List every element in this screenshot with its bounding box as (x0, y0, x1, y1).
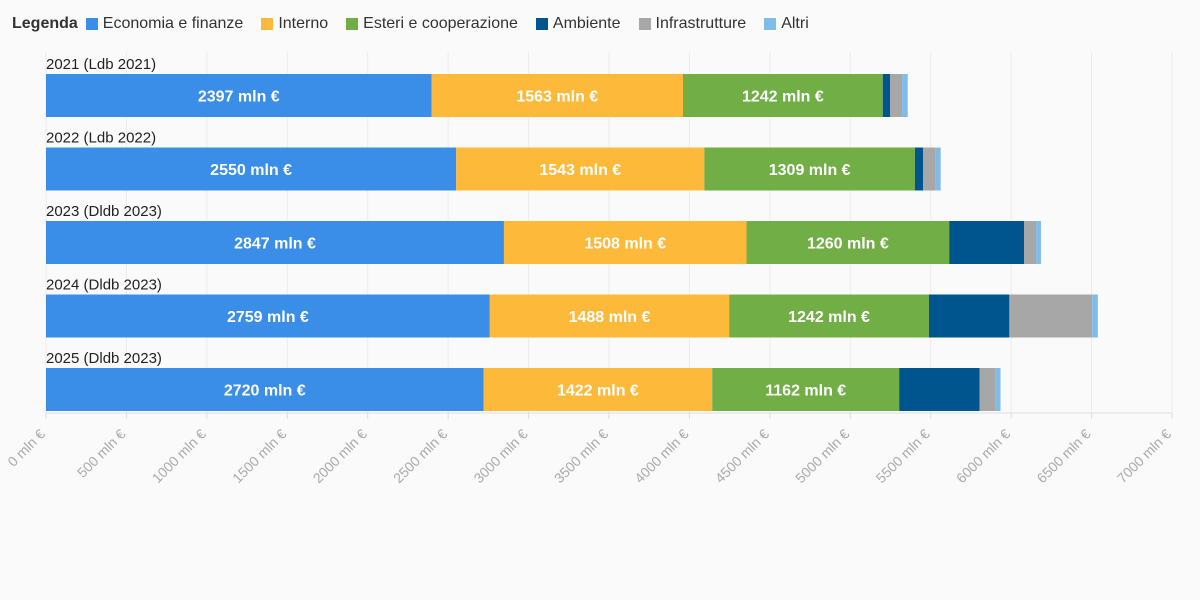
bar-value-label: 1309 mln € (769, 162, 851, 179)
bar-segment (882, 74, 891, 117)
category-label: 2024 (Dldb 2023) (46, 277, 162, 294)
legend-title: Legenda (12, 15, 78, 32)
legend-label: Esteri e cooperazione (363, 15, 518, 32)
bars: 2397 mln € 1563 mln € 1242 mln € 2550 mln €… (46, 74, 1098, 411)
x-tick-label: 1000 mln € (149, 426, 209, 486)
bar-segment (46, 294, 490, 338)
bar-segment (46, 74, 432, 117)
row-labels: 2021 (Ldb 2021) 2022 (Ldb 2022) 2023 (Dldb… (46, 56, 162, 367)
legend-swatch (764, 18, 777, 30)
legend-label: Economia e finanze (102, 15, 244, 32)
bar-segment (712, 368, 900, 411)
bar-segment (949, 221, 1025, 264)
bar-segment (928, 294, 1010, 338)
legend-label: Altri (781, 15, 809, 32)
legend-item: Ambiente (535, 15, 621, 33)
bar-segment (995, 368, 1001, 411)
bar-segment (914, 147, 923, 191)
x-tick-label: 6000 mln € (953, 426, 1013, 486)
bar-segment (899, 368, 980, 411)
legend-label: Infrastrutture (655, 15, 747, 32)
legend-item: Interno (261, 15, 328, 33)
x-tick-label: 3000 mln € (470, 426, 530, 486)
bar-segment (902, 74, 908, 117)
bar-value-label: 1162 mln € (765, 383, 846, 400)
x-tick-label: 3500 mln € (551, 426, 611, 486)
bar-segment (1024, 221, 1037, 264)
x-tick-label: 2000 mln € (310, 426, 370, 486)
x-tick-label: 5500 mln € (873, 426, 933, 486)
legend-item: Economia e finanze (85, 15, 244, 33)
x-tick-label: 7000 mln € (1114, 426, 1174, 486)
x-tick-label: 6500 mln € (1033, 426, 1093, 486)
bar-segment (483, 368, 713, 411)
x-tick-label: 0 mln € (4, 426, 48, 470)
bar-segment (704, 147, 915, 191)
legend-swatch (535, 18, 548, 30)
bar-value-label: 2550 mln € (210, 162, 292, 179)
legend-swatch (261, 18, 274, 30)
bar-segment (1009, 294, 1093, 338)
bar-value-label: 1508 mln € (584, 236, 666, 253)
bar-segment (456, 147, 705, 191)
bar-segment (1092, 294, 1098, 338)
legend-item: Altri (764, 15, 809, 33)
bar-segment (746, 221, 950, 264)
x-tick-label: 500 mln € (74, 426, 129, 481)
x-tick-label: 4500 mln € (712, 426, 772, 486)
bar-value-label: 1242 mln € (742, 89, 824, 106)
legend-items: Economia e finanze Interno Esteri e cooper… (85, 15, 827, 33)
bar-value-label: 1242 mln € (788, 309, 870, 326)
bar-value-label: 2847 mln € (234, 236, 316, 253)
legend-swatch (638, 18, 651, 30)
bar-segment (922, 147, 936, 191)
bar-value-label: 1563 mln € (516, 89, 598, 106)
legend-item: Esteri e cooperazione (346, 15, 518, 33)
x-tick-label: 1500 mln € (229, 426, 289, 486)
bar-value-label: 2720 mln € (224, 383, 306, 400)
bar-value-label: 1488 mln € (569, 309, 651, 326)
bar-value-label: 2397 mln € (198, 89, 280, 106)
bar-value-label: 1422 mln € (557, 383, 639, 400)
legend-item: Infrastrutture (638, 15, 747, 33)
legend-label: Interno (278, 15, 329, 32)
bar-segment (1036, 221, 1041, 264)
legend-swatch (85, 18, 98, 30)
legend: Legenda Economia e finanze Interno Esteri … (12, 12, 827, 36)
category-label: 2022 (Ldb 2022) (46, 130, 156, 147)
bar-segment (729, 294, 929, 338)
bar-segment (489, 294, 730, 338)
bar-segment (46, 368, 484, 411)
legend-label: Ambiente (552, 15, 621, 32)
bar-segment (46, 221, 504, 264)
bar-value-label: 1260 mln € (807, 236, 889, 253)
bar-segment (979, 368, 996, 411)
bar-value-label: 2759 mln € (227, 309, 309, 326)
bar-segment (46, 147, 457, 191)
category-label: 2021 (Ldb 2021) (46, 56, 156, 73)
bar-segment (890, 74, 903, 117)
bar-segment (431, 74, 683, 117)
bar-segment (503, 221, 747, 264)
x-axis: 0 mln € 500 mln € 1000 mln € 1500 mln € 2000… (4, 412, 1174, 486)
category-label: 2023 (Dldb 2023) (46, 203, 162, 220)
category-label: 2025 (Dldb 2023) (46, 350, 162, 367)
x-tick-label: 5000 mln € (792, 426, 852, 486)
x-tick-label: 2500 mln € (390, 426, 450, 486)
x-tick-label: 4000 mln € (631, 426, 691, 486)
legend-swatch (346, 18, 359, 30)
bar-value-label: 1543 mln € (539, 162, 621, 179)
bar-segment (682, 74, 883, 117)
bar-segment (935, 147, 941, 191)
